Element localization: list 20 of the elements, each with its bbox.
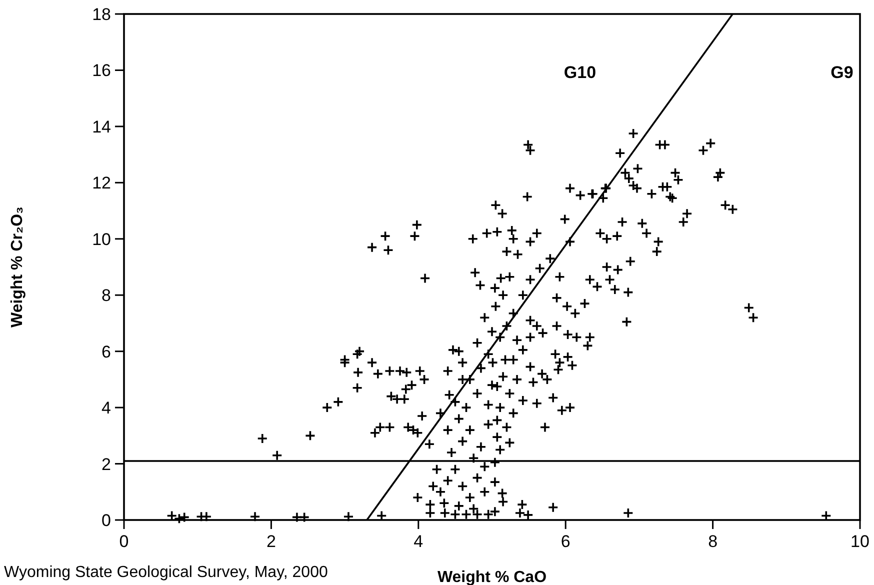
y-tick-label: 18 <box>92 5 111 24</box>
x-tick-label: 8 <box>708 532 718 551</box>
text: Wyoming State Geological Survey, May, 2000 <box>4 564 328 581</box>
y-tick-label: 6 <box>102 342 111 362</box>
annotation: G10 <box>564 63 596 82</box>
y-tick-label: 10 <box>92 230 111 249</box>
annotation: G9 <box>830 63 854 82</box>
x-tick-label: 4 <box>414 532 424 551</box>
y-axis-title: Weight % Cr₂O₃ <box>9 206 26 328</box>
x-tick-label: 6 <box>560 532 570 551</box>
x-tick-label: 0 <box>119 532 129 551</box>
y-tick-label: 8 <box>102 286 111 306</box>
y-tick-label: 4 <box>102 398 111 418</box>
y-tick-label: 14 <box>92 117 111 136</box>
x-tick-label: 10 <box>850 532 870 551</box>
y-tick-label: 12 <box>92 174 111 193</box>
y-tick-label: 2 <box>102 454 111 474</box>
y-tick-label: 0 <box>102 511 111 530</box>
x-tick-label: 2 <box>266 532 276 551</box>
y-tick-label: 16 <box>92 61 111 80</box>
